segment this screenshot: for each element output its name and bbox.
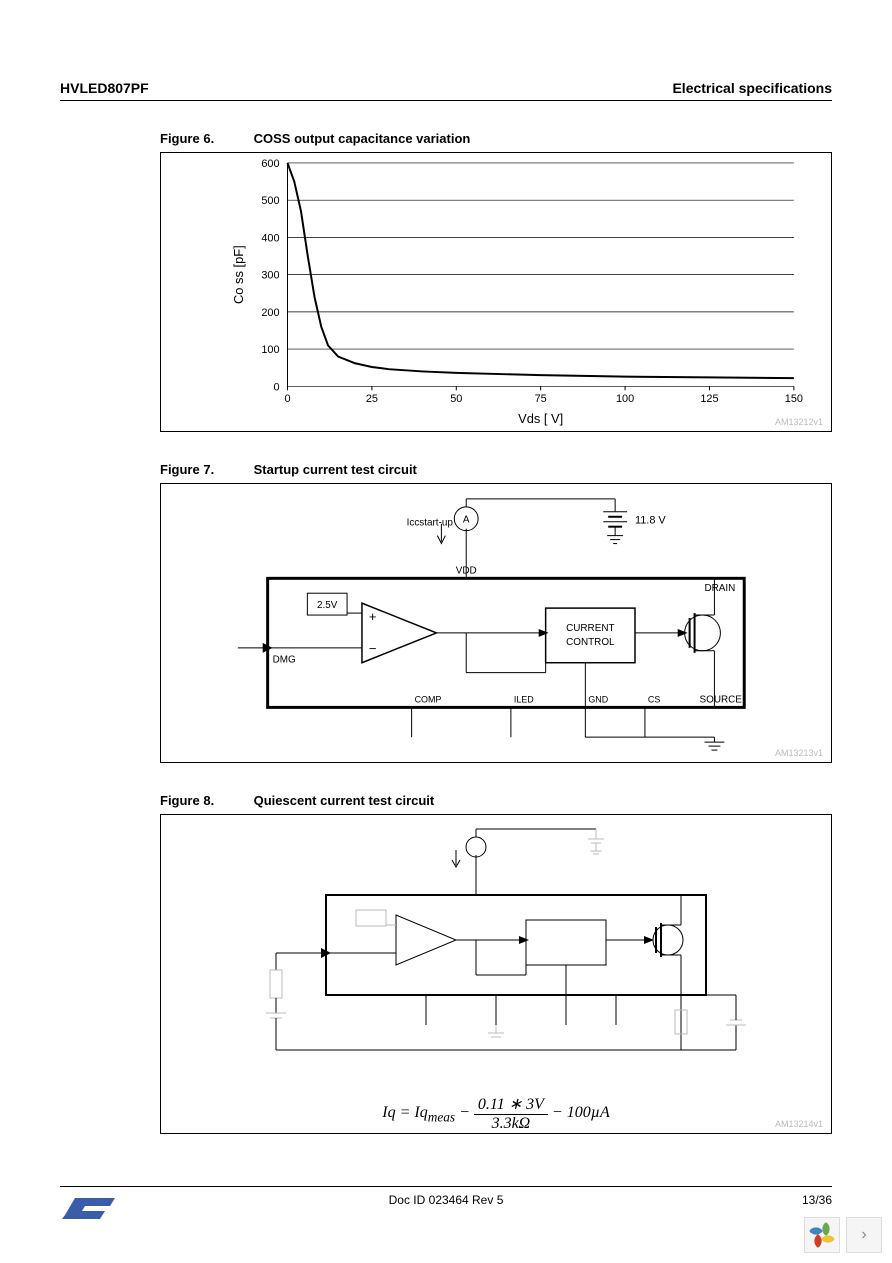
svg-text:Iccstart-up: Iccstart-up: [407, 518, 454, 529]
svg-text:CS: CS: [648, 694, 660, 704]
next-page-button[interactable]: ›: [846, 1217, 882, 1253]
figure-6-ref: AM13212v1: [775, 417, 823, 427]
figure-7-title: Figure 7. Startup current test circuit: [160, 462, 832, 477]
svg-text:400: 400: [261, 232, 279, 244]
svg-text:100: 100: [261, 344, 279, 356]
svg-text:VDD: VDD: [456, 565, 477, 576]
iq-equation: Iq = Iqmeas − 0.11 ∗ 3V3.3kΩ − 100µA: [161, 1094, 831, 1133]
figure-8-box: Iq = Iqmeas − 0.11 ∗ 3V3.3kΩ − 100µA AM1…: [160, 814, 832, 1134]
page-header: HVLED807PF Electrical specifications: [60, 80, 832, 101]
page-footer: Doc ID 023464 Rev 5 13/36: [60, 1186, 832, 1223]
svg-text:CONTROL: CONTROL: [566, 637, 615, 648]
svg-text:0: 0: [284, 393, 290, 405]
svg-text:300: 300: [261, 270, 279, 282]
svg-text:2.5V: 2.5V: [317, 600, 338, 611]
figure-7-ref: AM13213v1: [775, 748, 823, 758]
figure-8: Figure 8. Quiescent current test circuit…: [160, 793, 832, 1134]
svg-text:Vds [ V]: Vds [ V]: [518, 411, 563, 426]
svg-text:SOURCE: SOURCE: [700, 694, 743, 705]
svg-text:COMP: COMP: [415, 694, 442, 704]
svg-text:75: 75: [535, 393, 547, 405]
svg-text:11.8 V: 11.8 V: [635, 515, 666, 527]
svg-text:150: 150: [785, 393, 803, 405]
svg-text:125: 125: [700, 393, 718, 405]
pinwheel-button[interactable]: [804, 1217, 840, 1253]
startup-circuit: + − 2.5V DMG CURRENT CONTROL DRAIN SOURCE VDD A Ic…: [161, 484, 831, 762]
svg-text:CURRENT: CURRENT: [566, 623, 614, 634]
nav-widget: ›: [804, 1217, 882, 1253]
svg-text:GND: GND: [588, 694, 608, 704]
st-logo-icon: [60, 1193, 120, 1223]
chevron-right-icon: ›: [861, 1226, 866, 1244]
coss-chart: 0 100 200 300 400 500 600 0 25 50 75 100 125 150 Vds […: [161, 153, 831, 431]
svg-text:DMG: DMG: [273, 655, 296, 666]
svg-text:200: 200: [261, 307, 279, 319]
svg-text:600: 600: [261, 158, 279, 170]
figure-6-box: 0 100 200 300 400 500 600 0 25 50 75 100 125 150 Vds […: [160, 152, 832, 432]
figure-8-title: Figure 8. Quiescent current test circuit: [160, 793, 832, 808]
svg-text:+: +: [369, 609, 377, 624]
figure-7: Figure 7. Startup current test circuit +…: [160, 462, 832, 763]
svg-text:0: 0: [273, 381, 279, 393]
svg-text:50: 50: [450, 393, 462, 405]
page-number: 13/36: [802, 1193, 832, 1207]
figure-7-box: + − 2.5V DMG CURRENT CONTROL DRAIN SOURCE VDD A Ic…: [160, 483, 832, 763]
svg-text:500: 500: [261, 195, 279, 207]
svg-text:25: 25: [366, 393, 378, 405]
figure-8-ref: AM13214v1: [775, 1119, 823, 1129]
svg-text:ILED: ILED: [514, 694, 534, 704]
figure-6-title: Figure 6. COSS output capacitance variat…: [160, 131, 832, 146]
figure-6: Figure 6. COSS output capacitance variat…: [160, 131, 832, 432]
header-right: Electrical specifications: [672, 80, 832, 96]
quiescent-circuit: [161, 815, 831, 1075]
svg-text:DRAIN: DRAIN: [705, 583, 736, 594]
svg-text:100: 100: [616, 393, 634, 405]
pinwheel-icon: [811, 1224, 833, 1246]
header-left: HVLED807PF: [60, 80, 149, 96]
svg-text:−: −: [369, 641, 377, 656]
doc-id: Doc ID 023464 Rev 5: [389, 1193, 504, 1207]
svg-text:A: A: [463, 515, 470, 526]
svg-text:Co ss [pF]: Co ss [pF]: [231, 245, 246, 304]
